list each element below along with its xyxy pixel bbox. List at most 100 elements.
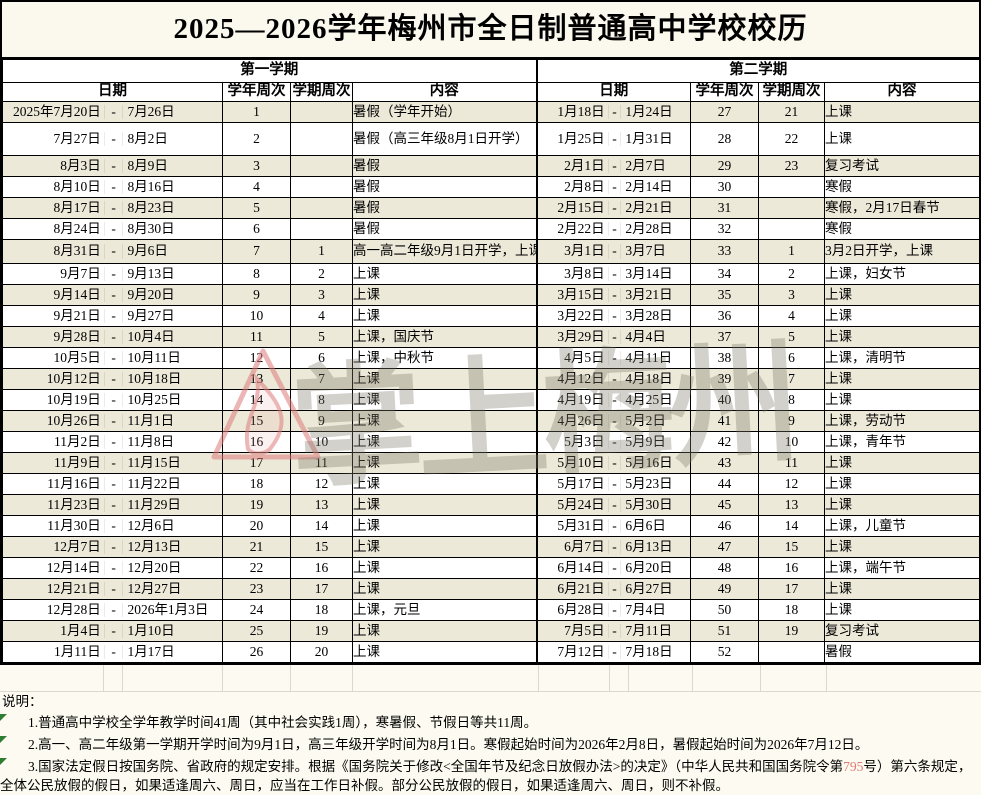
date-end: 11月22日	[127, 475, 181, 491]
table-row: 12月28日 -2026年1月3日 24 18 上课，元旦 6月28日 -7月4日 …	[2, 599, 980, 621]
date-end: 8月23日	[127, 199, 175, 215]
year-week-s2: 48	[690, 557, 759, 579]
calendar-container: 2025—2026学年梅州市全日制普通高中学校校历 第一学期 第二学期 日期 学…	[0, 0, 981, 665]
date-end: 9月6日	[127, 243, 168, 259]
date-dash: -	[103, 392, 124, 408]
date-range-wrap: 11月9日 -11月15日	[4, 454, 222, 471]
date-range-s1: 11月23日 -11月29日	[2, 494, 223, 516]
date-start: 5月31日	[557, 517, 605, 533]
date-start: 9月21日	[53, 307, 101, 323]
year-week-s1: 18	[222, 473, 291, 495]
date-range-wrap: 2月8日 -2月14日	[539, 179, 690, 195]
table-row: 12月14日 -12月20日 22 16 上课 6月14日 -6月20日 48 16…	[2, 557, 980, 579]
year-week-s1: 4	[222, 176, 291, 198]
date-dash: -	[607, 221, 622, 237]
date-start: 10月5日	[53, 349, 101, 365]
date-start: 6月28日	[557, 601, 605, 617]
gridline	[692, 665, 693, 691]
date-range-wrap: 5月10日 -5月16日	[539, 454, 690, 471]
content-s2: 上课，劳动节	[824, 410, 980, 432]
date-end: 6月6日	[625, 517, 666, 533]
note-item-2: 2.高一、高二年级第一学期开学时间为9月1日，高三年级开学时间为8月1日。寒假起…	[0, 735, 981, 754]
term-week-s2: 8	[758, 389, 825, 411]
date-end: 3月7日	[625, 243, 666, 259]
date-start: 11月16日	[47, 475, 101, 491]
date-end: 10月25日	[127, 391, 182, 407]
date-range-wrap: 10月26日 -11月1日	[4, 412, 222, 429]
table-row: 2025年7月20日 -7月26日 1 暑假（学年开始） 1月18日 -1月24日 …	[2, 101, 980, 123]
date-start: 5月24日	[557, 496, 605, 512]
date-start: 5月10日	[557, 454, 605, 470]
date-end: 7月11日	[625, 622, 673, 638]
date-end: 8月30日	[127, 220, 175, 236]
date-start: 9月14日	[53, 286, 101, 302]
date-end: 1月24日	[625, 103, 673, 119]
date-range-wrap: 9月21日 -9月27日	[4, 307, 222, 324]
content-s1: 暑假（高三年级8月1日开学）	[352, 122, 537, 156]
date-end: 8月9日	[127, 157, 168, 173]
date-end: 6月20日	[625, 559, 673, 575]
table-row: 12月21日 -12月27日 23 17 上课 6月21日 -6月27日 49 17…	[2, 578, 980, 600]
date-range-wrap: 6月14日 -6月20日	[539, 559, 690, 576]
content-s1: 暑假（学年开始）	[352, 101, 537, 123]
gridline	[222, 665, 223, 691]
year-week-s1: 11	[222, 326, 291, 348]
date-range-s1: 11月2日 -11月8日	[2, 431, 223, 453]
year-week-s2: 41	[690, 410, 759, 432]
date-dash: -	[103, 623, 124, 639]
content-s2: 暑假	[824, 641, 980, 663]
gridline	[103, 665, 104, 691]
content-s2: 上课	[824, 452, 980, 474]
content-s2: 上课	[824, 122, 980, 156]
date-dash: -	[103, 476, 124, 492]
table-row: 11月30日 -12月6日 20 14 上课 5月31日 -6月6日 46 14 上…	[2, 515, 980, 537]
date-range-s1: 9月7日 -9月13日	[2, 263, 223, 285]
date-range-s2: 4月19日 -4月25日	[535, 389, 691, 411]
term-week-s1	[290, 101, 353, 123]
date-range-wrap: 3月29日 -4月4日	[539, 329, 690, 345]
date-range-s2: 5月24日 -5月30日	[535, 494, 691, 516]
content-s1: 暑假	[352, 197, 537, 219]
table-row: 10月5日 -10月11日 12 6 上课，中秋节 4月5日 -4月11日 38 6…	[2, 347, 980, 369]
term-week-s1: 4	[290, 305, 353, 327]
date-end: 1月31日	[625, 130, 673, 146]
term-week-s1: 17	[290, 578, 353, 600]
content-s2: 上课	[824, 599, 980, 621]
content-s1: 上课，国庆节	[352, 326, 537, 348]
term-week-s2: 4	[758, 305, 825, 327]
term-week-s2: 5	[758, 326, 825, 348]
content-s1: 上课	[352, 641, 537, 663]
date-range-s2: 5月10日 -5月16日	[535, 452, 691, 474]
col-header-date-s1: 日期	[2, 82, 223, 102]
date-end: 11月1日	[127, 412, 175, 428]
notes-section: 说明： 1.普通高中学校全学年教学时间41周（其中社会实践1周），寒暑假、节假日…	[0, 692, 981, 795]
content-s2: 上课，端午节	[824, 557, 980, 579]
date-end: 5月30日	[625, 496, 673, 512]
date-start: 7月12日	[557, 643, 605, 659]
year-week-s2: 43	[690, 452, 759, 474]
date-end: 11月15日	[127, 454, 181, 470]
content-s2: 上课	[824, 326, 980, 348]
term-week-s2: 22	[758, 122, 825, 156]
date-end: 12月13日	[127, 538, 182, 554]
gridline	[290, 665, 291, 691]
note-highlight: 795	[843, 759, 864, 774]
table-row: 11月2日 -11月8日 16 10 上课 5月3日 -5月9日 42 10 上课，…	[2, 431, 980, 453]
semester-2-header: 第二学期	[535, 59, 980, 83]
date-dash: -	[103, 308, 124, 324]
date-start: 4月5日	[564, 349, 605, 365]
date-end: 2月28日	[625, 220, 673, 236]
year-week-s1: 15	[222, 410, 291, 432]
term-week-s1: 13	[290, 494, 353, 516]
date-start: 6月14日	[557, 559, 605, 575]
date-range-s1: 8月3日 -8月9日	[2, 155, 223, 177]
date-dash: -	[607, 104, 622, 120]
date-end: 4月11日	[625, 349, 673, 365]
year-week-s2: 39	[690, 368, 759, 390]
content-s1: 上课	[352, 620, 537, 642]
empty-grid-row	[0, 665, 981, 692]
date-range-wrap: 8月10日 -8月16日	[4, 179, 222, 195]
year-week-s2: 31	[690, 197, 759, 219]
term-week-s2: 2	[758, 263, 825, 285]
